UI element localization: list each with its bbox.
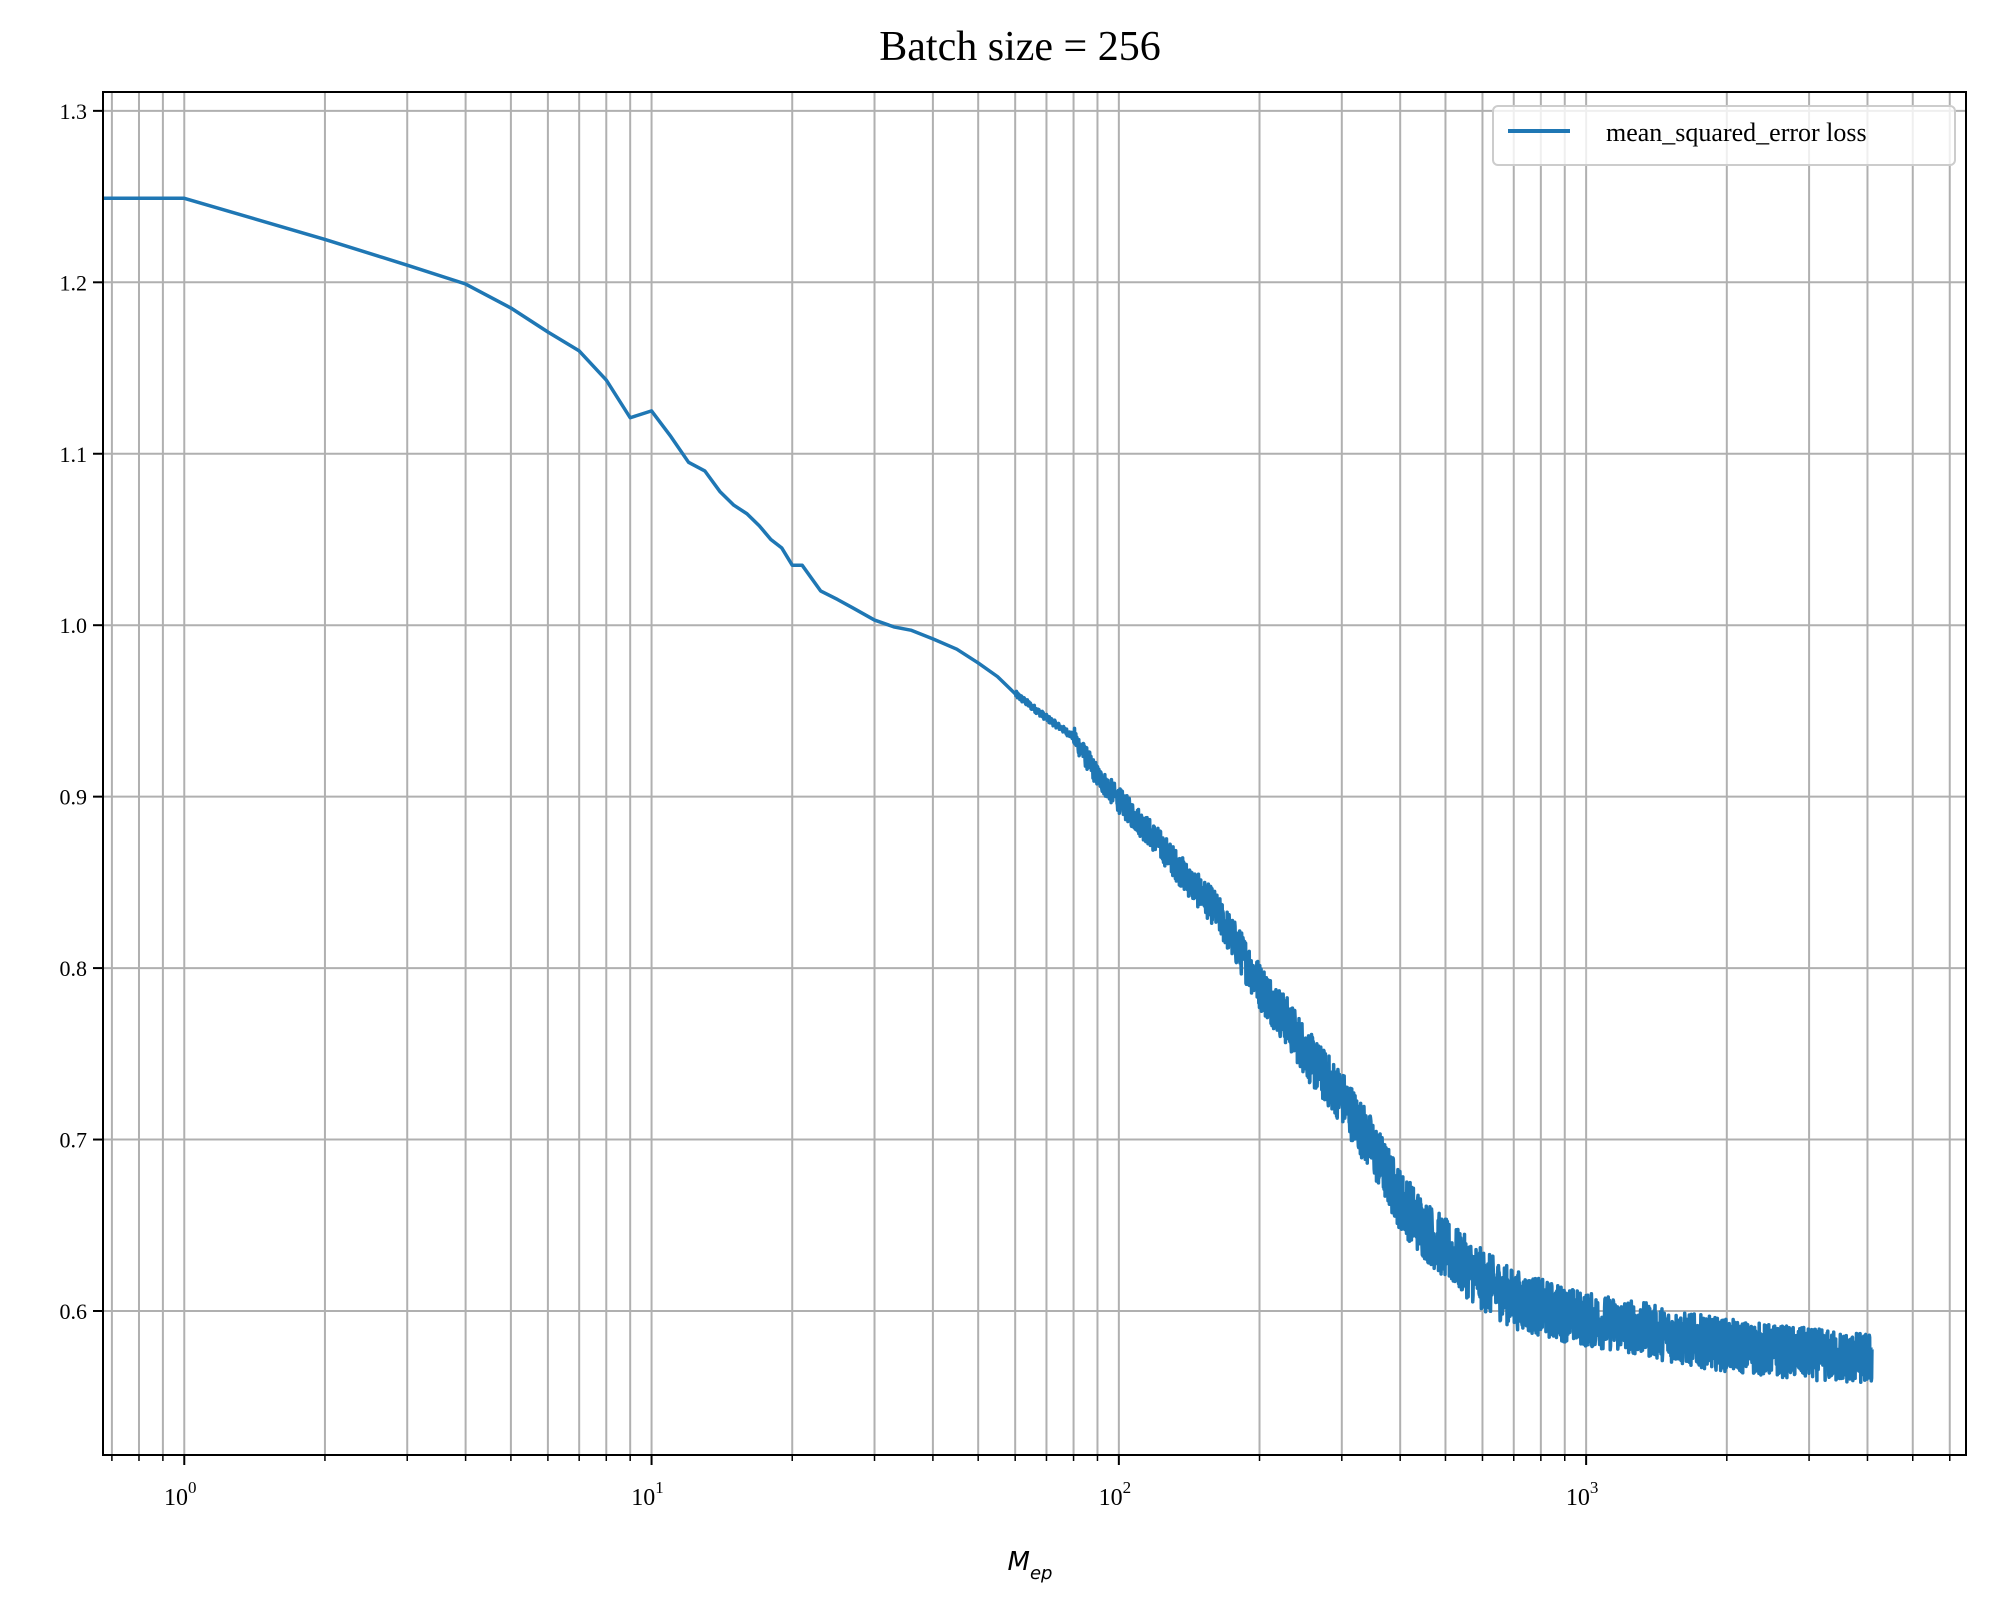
y-tick-label: 1.1	[60, 442, 88, 467]
tick-labels: 0.6 0.7 0.8 0.9 1.0 1.1 1.2 1.3 100 101 102 103	[60, 99, 1599, 1511]
series-line	[103, 196, 1874, 1384]
legend: mean_squared_error loss	[1492, 105, 1956, 166]
x-axis-label-sub: ep	[1030, 1563, 1053, 1584]
x-axis-label: Mep	[1008, 1547, 1053, 1584]
chart-title: Batch size = 256	[879, 24, 1160, 70]
plot-frame	[102, 91, 1967, 1456]
y-tick-label: 0.9	[60, 785, 88, 810]
y-tick-label: 1.2	[60, 270, 88, 295]
y-tick-label: 1.0	[60, 613, 88, 638]
y-tick-label: 0.7	[60, 1128, 88, 1153]
x-tick-label: 102	[1099, 1478, 1132, 1511]
series-layer	[103, 196, 1874, 1384]
y-tick-label: 0.8	[60, 956, 88, 981]
legend-label: mean_squared_error loss	[1606, 118, 1867, 147]
y-tick-label: 1.3	[60, 99, 88, 124]
x-axis-label-main: M	[1008, 1547, 1030, 1577]
x-tick-label: 101	[631, 1478, 664, 1511]
axes	[93, 91, 1967, 1465]
x-tick-label: 103	[1566, 1478, 1599, 1511]
y-tick-label: 0.6	[60, 1299, 88, 1324]
legend-box	[1492, 105, 1956, 166]
x-tick-label: 100	[164, 1478, 197, 1511]
grid	[103, 92, 1966, 1455]
